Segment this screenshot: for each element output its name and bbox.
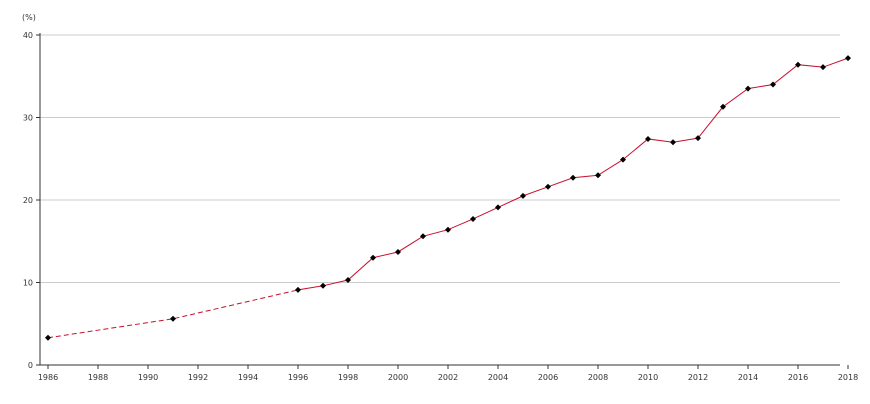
x-tick-label: 1988 (88, 373, 108, 382)
x-tick-label: 2014 (738, 373, 758, 382)
data-point-2012 (695, 135, 701, 142)
data-point-2015 (770, 81, 776, 88)
data-point-2004 (495, 204, 501, 211)
x-tick-label: 1986 (38, 373, 58, 382)
x-tick-label: 1994 (238, 373, 258, 382)
data-point-2010 (645, 135, 651, 142)
series-layer (47, 57, 849, 339)
y-axis-label: (%) (22, 13, 36, 22)
series-line-dashed (47, 289, 299, 339)
data-point-1986 (45, 334, 51, 341)
data-point-2017 (820, 64, 826, 71)
x-tick-label: 2008 (588, 373, 608, 382)
data-point-2000 (395, 248, 401, 255)
data-point-2018 (845, 55, 851, 62)
x-tick-label: 2010 (638, 373, 658, 382)
marker-layer (45, 55, 851, 341)
data-point-2002 (445, 226, 451, 233)
x-tick-label: 2012 (688, 373, 708, 382)
x-tick-label: 2006 (538, 373, 558, 382)
data-point-2007 (570, 174, 576, 181)
y-tick-label: 10 (23, 279, 33, 288)
data-point-2005 (520, 192, 526, 199)
data-point-2011 (670, 139, 676, 146)
x-tick-label: 2002 (438, 373, 458, 382)
y-tick-label: 20 (23, 196, 33, 205)
data-point-2001 (420, 233, 426, 240)
axis-layer: (%) 0 10 20 30 40 1986 1988 1990 1992 1994 1996 199… (22, 13, 858, 382)
data-point-1991 (170, 315, 176, 322)
y-tick-label: 30 (23, 114, 33, 123)
data-point-1997 (320, 282, 326, 289)
y-tick-label: 0 (28, 361, 33, 370)
data-point-2003 (470, 215, 476, 222)
data-point-1996 (295, 286, 301, 293)
series-line-solid (297, 57, 849, 291)
data-point-2006 (545, 183, 551, 190)
x-tick-label: 2004 (488, 373, 508, 382)
x-tick-label: 1998 (338, 373, 358, 382)
x-tick-label: 1992 (188, 373, 208, 382)
data-point-1998 (345, 277, 351, 284)
data-point-2008 (595, 172, 601, 179)
y-tick-label: 40 (23, 31, 33, 40)
data-point-2013 (720, 103, 726, 110)
x-tick-label: 2000 (388, 373, 408, 382)
x-tick-label: 1996 (288, 373, 308, 382)
data-point-2014 (745, 85, 751, 92)
data-point-1999 (370, 254, 376, 261)
x-tick-label: 2018 (838, 373, 858, 382)
x-tick-label: 2016 (788, 373, 808, 382)
x-tick-label: 1990 (138, 373, 158, 382)
data-point-2016 (795, 61, 801, 68)
data-point-2009 (620, 156, 626, 163)
grid-layer (40, 34, 840, 283)
